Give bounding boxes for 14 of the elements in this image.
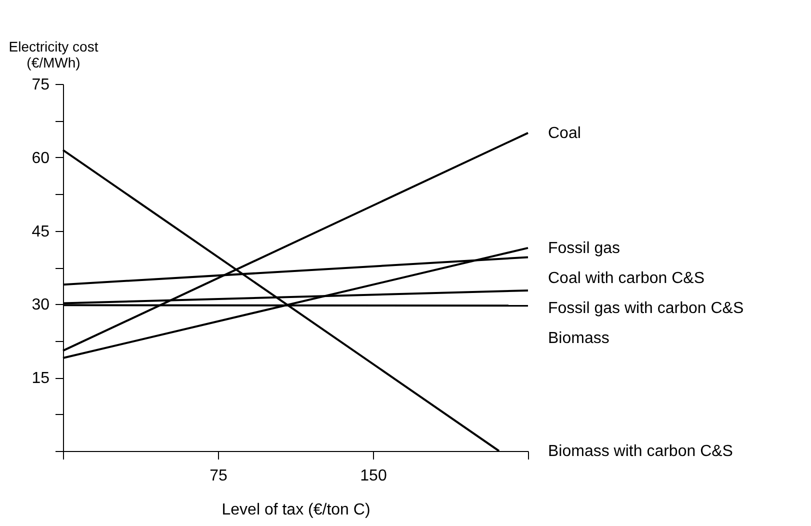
- y-axis-title: Electricity cost (€/MWh): [8, 38, 98, 70]
- series-label: Fossil gas: [548, 240, 620, 257]
- series-label: Fossil gas with carbon C&S: [548, 300, 744, 317]
- series-label: Coal with carbon C&S: [548, 270, 705, 287]
- y-tick-label: 75: [32, 76, 50, 94]
- y-tick-label: 45: [32, 223, 50, 240]
- series-label: Coal: [548, 124, 581, 142]
- y-tick-label: 60: [32, 150, 50, 167]
- series-label: Biomass: [548, 330, 610, 347]
- text: Biomass with carbon C&S: [548, 443, 733, 460]
- y-tick-label: 30: [32, 296, 50, 314]
- x-axis-title: Level of tax (€/ton C): [222, 502, 370, 518]
- x-tick-label: 150: [360, 468, 387, 484]
- y-tick-label: 15: [32, 370, 50, 388]
